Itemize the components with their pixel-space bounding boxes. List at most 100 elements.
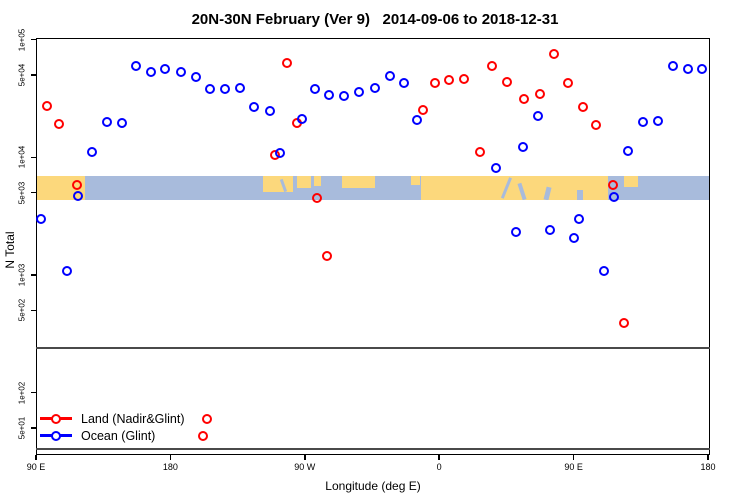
data-point-ocean [510,226,521,237]
data-point-ocean [190,72,201,83]
x-axis-tick [35,455,37,460]
data-point-ocean [398,78,409,89]
data-point-land [72,179,83,190]
legend-marker-ocean [40,430,72,441]
data-point-land [578,101,588,112]
data-point-land [458,74,469,85]
data-point-land [501,76,512,87]
x-axis-tick [438,455,440,460]
x-axis-tick-label: 180 [162,462,178,472]
data-point-ocean [296,114,307,125]
y-axis-tick-label: 5e+01 [17,416,27,440]
open-circle-icon [51,430,61,441]
data-point-ocean [638,116,649,127]
land-segment [410,176,420,185]
y-axis-tick-label: 5e+02 [17,299,27,322]
data-point-land [591,120,601,131]
land-segment [297,176,311,189]
y-axis-tick-label: 1e+04 [17,146,27,169]
data-point-land [282,57,293,68]
data-point-land [322,250,333,261]
legend: Land (Nadir&Glint) Ocean (Glint) [40,410,185,444]
world-map-band [37,176,709,201]
legend-entry-land: Land (Nadir&Glint) [40,410,185,427]
data-point-land [618,317,629,328]
data-point-land [312,192,323,203]
data-point-ocean [599,265,610,276]
data-point-land [562,78,573,89]
data-point-ocean [323,90,334,101]
data-point-ocean [569,232,580,243]
y-axis-tick [31,38,36,41]
data-point-land [197,430,208,441]
data-point-ocean [309,84,320,95]
land-segment [313,176,322,186]
data-point-ocean [234,83,245,94]
data-point-land [486,61,497,72]
data-point-land [535,89,545,100]
data-point-land [549,49,560,60]
x-axis-tick [304,455,306,460]
data-point-ocean [338,91,349,102]
data-point-land [42,101,53,111]
data-point-ocean [117,117,128,128]
data-point-ocean [176,67,186,78]
data-point-ocean [160,64,171,75]
y-axis-tick [31,274,36,276]
divider-line [36,448,710,451]
x-axis-tick-label: 90 E [26,462,46,472]
data-point-ocean [145,67,156,78]
data-point-ocean [411,115,422,126]
data-point-ocean [609,192,620,203]
data-point-ocean [87,146,97,157]
x-axis-tick [707,455,709,460]
data-point-ocean [72,190,83,201]
land-segment [624,176,638,188]
data-point-ocean [35,213,46,224]
data-point-ocean [533,111,544,122]
data-point-ocean [668,60,679,71]
x-axis-tick-label: 90 E [564,462,583,472]
x-axis-tick-label: 180 [700,462,716,472]
data-point-ocean [490,163,501,174]
y-axis-tick [31,309,36,312]
data-point-land [474,146,485,157]
data-point-ocean [573,213,584,224]
land-segment [262,176,293,192]
data-point-ocean [622,146,633,157]
data-point-ocean [354,87,364,98]
chart-title: 20N-30N February (Ver 9) 2014-09-06 to 2… [191,11,559,28]
y-axis-tick [31,391,36,394]
data-point-ocean [62,265,73,276]
data-point-ocean [697,63,708,74]
data-point-land [519,94,530,105]
y-axis-tick [31,74,36,76]
data-point-ocean [204,84,215,95]
y-axis-tick-label: 5e+04 [17,63,27,87]
water-inlet [576,189,583,201]
data-point-ocean [249,101,260,112]
data-point-land [430,78,441,89]
x-axis-tick [169,455,172,460]
y-axis-tick-label: 1e+05 [17,28,27,51]
data-point-ocean [131,61,142,72]
open-circle-icon [51,413,61,424]
y-axis-tick-label: 1e+02 [17,381,27,404]
data-point-land [608,179,619,190]
data-point-ocean [652,116,663,127]
data-point-land [443,75,454,86]
y-axis-tick [31,156,36,159]
legend-entry-ocean: Ocean (Glint) [40,427,185,444]
y-axis-tick-label: 5e+03 [17,181,27,204]
data-point-ocean [369,83,380,94]
x-axis-tick-label: 90 W [294,462,316,472]
data-point-ocean [545,224,555,235]
data-point-ocean [275,147,285,158]
y-axis-tick-label: 1e+03 [17,263,27,287]
y-axis-tick [31,191,36,194]
x-axis-title: Longitude (deg E) [325,479,421,493]
data-point-land [53,118,64,129]
legend-marker-land [40,413,72,424]
